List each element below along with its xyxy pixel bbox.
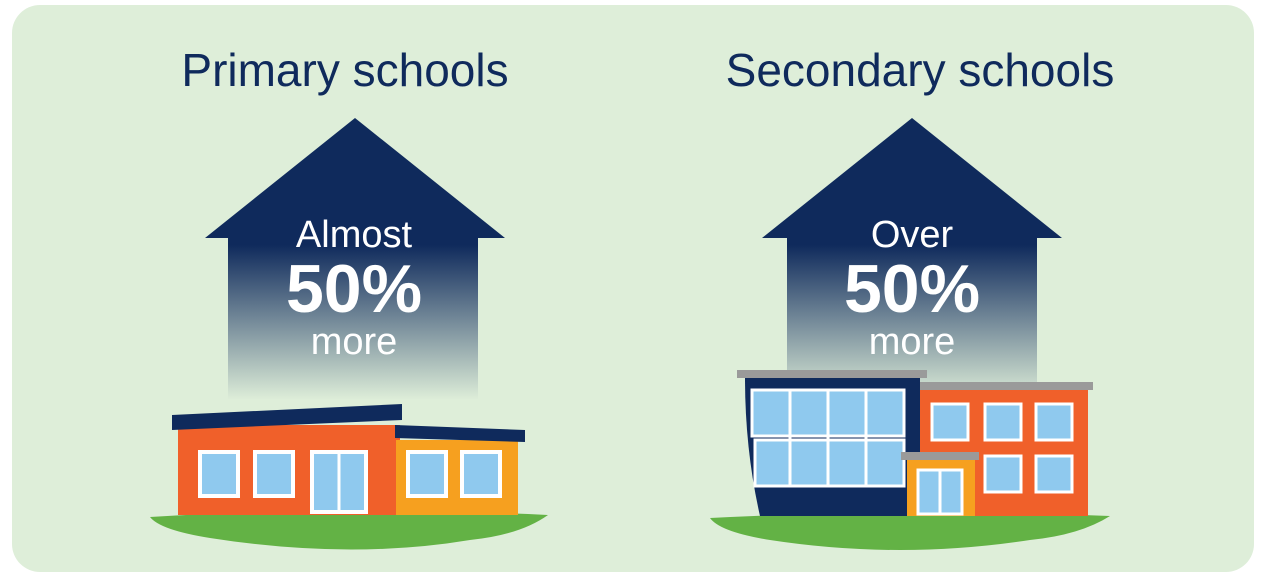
panel-title: Secondary schools [726,44,1115,96]
suffix: more [311,321,398,363]
percent: 50% [286,251,422,327]
panel-title: Primary schools [181,44,508,96]
secondary-panel: Secondary schools Over 50% more [710,44,1114,550]
prefix: Over [871,214,954,256]
prefix: Almost [296,214,413,256]
primary-building [150,404,548,550]
up-arrow [762,118,1062,400]
percent: 50% [844,251,980,327]
suffix: more [869,321,956,363]
secondary-building [710,370,1110,550]
up-arrow [205,118,505,400]
primary-panel: Primary schools Almost 50% more [150,44,548,550]
